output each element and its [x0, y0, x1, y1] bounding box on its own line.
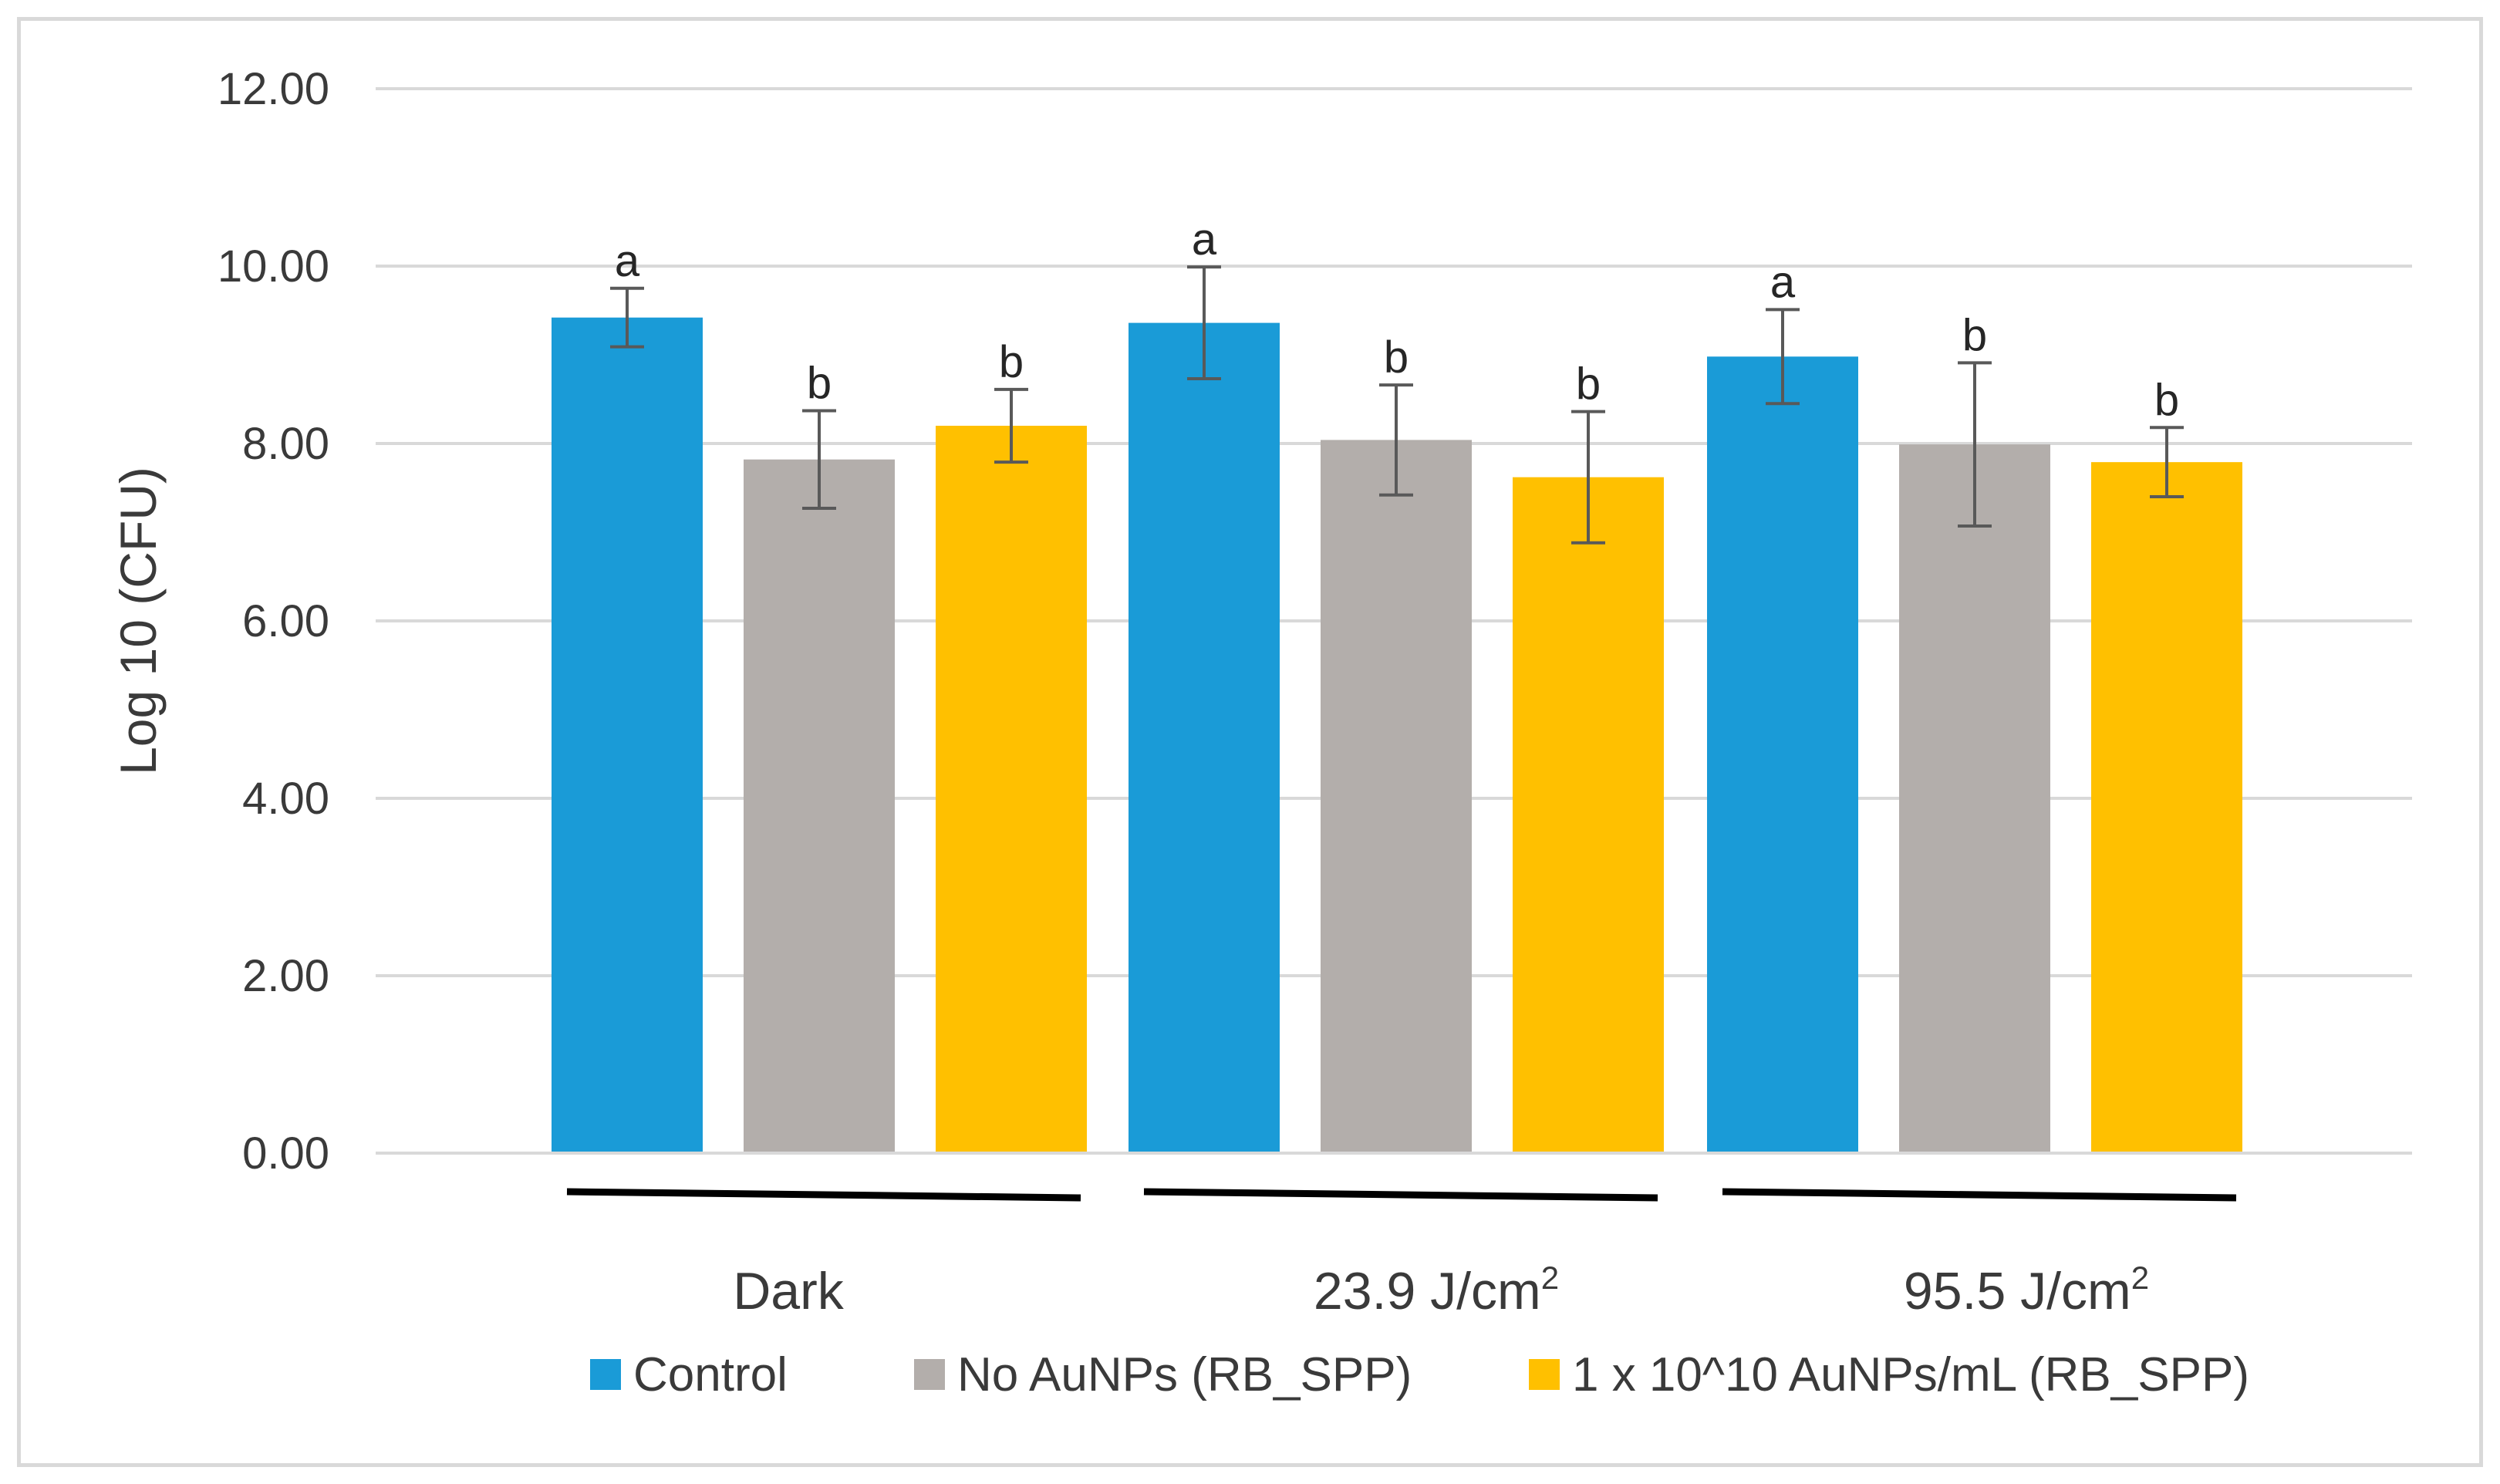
group-label: Dark: [733, 1262, 845, 1320]
y-tick-label: 12.00: [218, 64, 329, 114]
group-label-text: 23.9 J/cm: [1314, 1262, 1541, 1320]
significance-label: b: [807, 358, 832, 408]
group-label-superscript: 2: [2131, 1260, 2149, 1296]
legend-swatch: [590, 1359, 621, 1390]
group-bracket: [566, 1188, 1081, 1202]
y-tick-label: 4.00: [242, 774, 329, 824]
bar: [744, 459, 895, 1153]
significance-label: a: [1770, 257, 1796, 307]
group-bracket: [1722, 1188, 2237, 1202]
y-tick-label: 10.00: [218, 241, 329, 292]
significance-label: b: [1576, 359, 1601, 410]
legend-label: No AuNPs (RB_SPP): [957, 1348, 1412, 1401]
bar: [2091, 462, 2242, 1153]
bar: [936, 426, 1087, 1153]
legend-swatch: [914, 1359, 945, 1390]
y-tick-label: 2.00: [242, 951, 329, 1001]
significance-label: a: [1192, 214, 1217, 265]
group-label: 23.9 J/cm2: [1314, 1260, 1559, 1320]
group-label-superscript: 2: [1541, 1260, 1559, 1296]
legend-label: Control: [633, 1348, 788, 1401]
group-bracket: [1143, 1188, 1658, 1202]
y-tick-label: 0.00: [242, 1128, 329, 1179]
significance-label: a: [615, 236, 640, 286]
bar: [1321, 440, 1472, 1153]
significance-label: b: [1384, 332, 1409, 383]
group-label: 95.5 J/cm2: [1904, 1260, 2149, 1320]
bar: [1899, 444, 2050, 1153]
group-label-text: 95.5 J/cm: [1904, 1262, 2131, 1320]
bar-chart: 0.00 2.00 4.00 6.00 8.00 10.00 12.00 Log 10 (CF…: [110, 64, 2412, 1401]
legend-label: 1 x 10^10 AuNPs/mL (RB_SPP): [1572, 1348, 2249, 1401]
y-tick-label: 6.00: [242, 596, 329, 646]
bar: [1707, 356, 1858, 1153]
chart-frame: 0.00 2.00 4.00 6.00 8.00 10.00 12.00 Log 10 (CF…: [17, 17, 2483, 1467]
significance-label: b: [1962, 310, 1987, 360]
group-label-text: Dark: [733, 1262, 845, 1320]
significance-label: b: [999, 337, 1024, 387]
bar: [552, 317, 703, 1154]
bar: [1513, 477, 1664, 1153]
bar: [1129, 322, 1280, 1154]
legend-swatch: [1529, 1359, 1560, 1390]
significance-label: b: [2154, 375, 2179, 425]
y-axis-title: Log 10 (CFU): [110, 467, 167, 775]
y-tick-label: 8.00: [242, 419, 329, 469]
